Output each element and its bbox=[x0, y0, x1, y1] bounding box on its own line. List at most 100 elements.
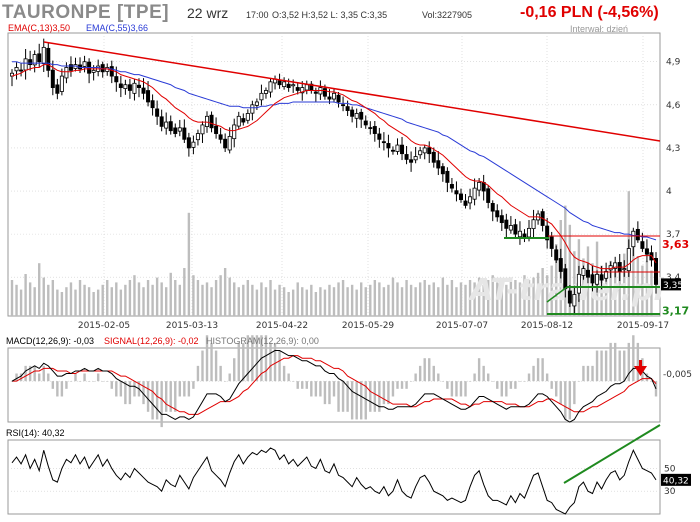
volume-bar bbox=[96, 289, 100, 316]
volume-bar bbox=[641, 265, 644, 316]
macd-histogram-bar bbox=[151, 381, 154, 420]
candle-body bbox=[14, 67, 19, 72]
macd-histogram-bar bbox=[205, 335, 209, 382]
macd-histogram-bar bbox=[505, 381, 508, 397]
candle-body bbox=[146, 90, 151, 103]
volume-bar bbox=[391, 277, 395, 316]
macd-histogram-bar bbox=[627, 342, 630, 382]
volume-bar bbox=[369, 284, 372, 316]
macd-histogram-bar bbox=[645, 373, 649, 382]
candle-body bbox=[123, 84, 128, 89]
candle-body bbox=[250, 104, 255, 114]
macd-histogram-bar bbox=[242, 342, 245, 382]
candle-body bbox=[331, 92, 336, 100]
candle-body bbox=[59, 75, 64, 92]
macd-histogram-bar bbox=[187, 381, 191, 397]
candle-body bbox=[595, 273, 600, 285]
volume-bar bbox=[110, 287, 113, 316]
volume-bar bbox=[364, 287, 367, 316]
candle-body bbox=[400, 144, 405, 155]
candle-body bbox=[82, 61, 87, 67]
macd-histogram-bar bbox=[418, 365, 422, 382]
volume-bar bbox=[160, 282, 163, 316]
date-tick-label: 2015-02-05 bbox=[78, 321, 130, 331]
volume-bar bbox=[414, 287, 417, 316]
macd-histogram-bar bbox=[532, 365, 535, 382]
volume-bar bbox=[382, 287, 386, 316]
candle-body bbox=[481, 182, 486, 192]
volume-bar bbox=[523, 275, 526, 316]
candle-body bbox=[390, 149, 395, 152]
volume-bar bbox=[174, 280, 177, 316]
volume-bar bbox=[142, 287, 145, 316]
volume-bar bbox=[310, 284, 313, 316]
ema13-line bbox=[11, 64, 657, 270]
macd-histogram-bar bbox=[255, 335, 259, 382]
macd-histogram-bar bbox=[83, 373, 86, 382]
volume-bar bbox=[468, 280, 472, 316]
macd-histogram-bar bbox=[210, 342, 213, 382]
candle-body bbox=[354, 113, 359, 119]
macd-histogram-bar bbox=[355, 381, 358, 420]
volume-bar bbox=[405, 280, 408, 316]
candle-body bbox=[205, 115, 210, 127]
candle-body bbox=[576, 273, 581, 294]
macd-histogram-bar bbox=[577, 381, 581, 382]
volume-bar bbox=[423, 280, 426, 316]
candle-body bbox=[41, 46, 46, 65]
candle-body bbox=[477, 182, 482, 191]
macd-histogram-bar bbox=[323, 381, 327, 405]
rsi-tick-label: 50 bbox=[664, 464, 676, 474]
volume-bar bbox=[101, 284, 104, 316]
macd-histogram-bar bbox=[51, 381, 55, 389]
volume-bar bbox=[473, 282, 476, 316]
macd-histogram-bar bbox=[586, 365, 590, 382]
volume-bar bbox=[42, 277, 45, 316]
rsi-trend-line bbox=[563, 424, 661, 484]
candle-body bbox=[200, 124, 205, 135]
candle-body bbox=[136, 84, 141, 88]
support-diagonal-green bbox=[546, 286, 568, 303]
macd-histogram-bar bbox=[332, 381, 336, 397]
candle-body bbox=[644, 248, 649, 255]
macd-histogram-bar bbox=[269, 342, 272, 382]
candle-body bbox=[572, 294, 577, 307]
date-tick-label: 2015-03-13 bbox=[166, 321, 218, 331]
macd-histogram-bar bbox=[409, 381, 413, 382]
macd-histogram-bar bbox=[364, 381, 367, 420]
macd-histogram-bar bbox=[78, 381, 82, 382]
macd-histogram-bar bbox=[101, 381, 104, 382]
candle-body bbox=[368, 127, 373, 129]
candle-body bbox=[55, 84, 60, 94]
macd-histogram-bar bbox=[428, 358, 431, 382]
candle-body bbox=[300, 87, 305, 94]
macd-histogram-bar bbox=[128, 381, 132, 405]
volume-bar bbox=[65, 287, 68, 316]
candle-body bbox=[377, 133, 382, 140]
volume-bar bbox=[210, 287, 213, 316]
macd-histogram-bar bbox=[423, 358, 426, 382]
volume-bar bbox=[450, 280, 454, 316]
macd-histogram-bar bbox=[369, 381, 372, 412]
macd-histogram-bar bbox=[432, 365, 435, 382]
macd-histogram-bar bbox=[24, 365, 27, 382]
candle-body bbox=[558, 258, 563, 272]
volume-bar bbox=[564, 205, 567, 316]
volume-bar bbox=[314, 292, 318, 316]
macd-histogram-bar bbox=[74, 373, 77, 382]
arrow-down-icon bbox=[634, 360, 647, 376]
candle-body bbox=[268, 81, 273, 93]
volume-bar bbox=[169, 272, 172, 316]
volume-bar bbox=[609, 260, 612, 316]
candle-body bbox=[504, 219, 509, 229]
volume-bar bbox=[396, 282, 399, 316]
macd-histogram-bar bbox=[178, 381, 182, 397]
candle-body bbox=[590, 274, 595, 284]
candle-body bbox=[490, 203, 495, 212]
candle-body bbox=[159, 116, 164, 127]
candle-body bbox=[395, 144, 400, 152]
candle-body bbox=[427, 147, 432, 155]
volume-bar bbox=[482, 284, 485, 316]
volume-bar bbox=[260, 282, 263, 316]
candle-body bbox=[495, 210, 500, 218]
